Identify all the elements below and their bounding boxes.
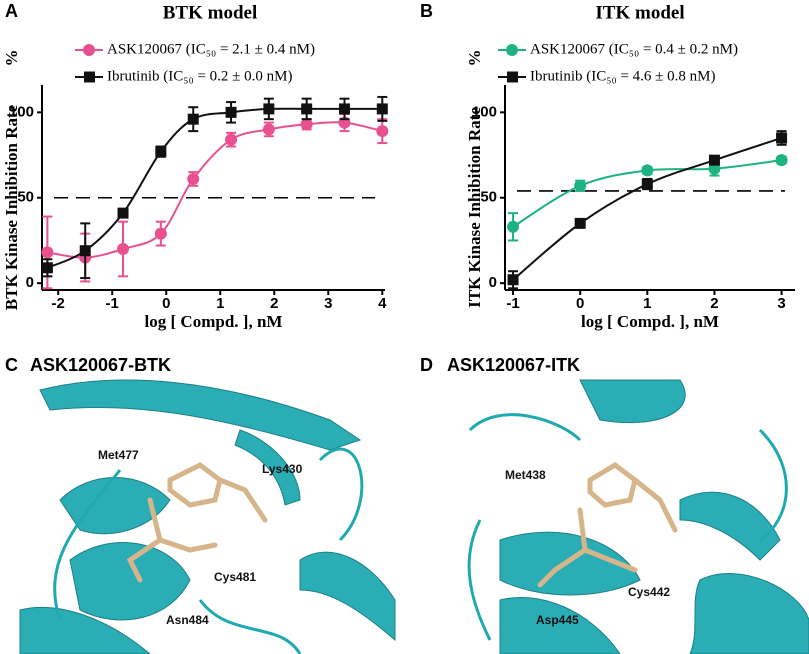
loops-c [53,447,364,654]
x-tick-label: -1 [506,295,519,312]
loops-d [467,413,788,641]
panel-label: D [420,355,433,375]
residue-label: Asp445 [536,613,579,627]
panel-label: A [5,1,18,21]
x-tick-label: 3 [324,295,332,312]
data-point [262,123,275,136]
residue-label: Met477 [98,448,139,462]
ligand-d [537,461,678,588]
data-point [225,133,238,146]
data-point [155,146,167,158]
series-line [512,137,782,281]
y-tick-label: 0 [489,274,497,291]
data-point [225,106,237,118]
ligand-c [126,462,268,583]
y-axis-unit: % [2,50,21,67]
data-point [263,103,275,115]
y-tick-label: 50 [17,189,34,206]
legend-marker [507,71,518,83]
y-axis-label: BTK Kinase Inhibition Rate [2,104,21,310]
x-tick-label: 0 [576,295,584,312]
residue-label: Cys442 [628,585,670,599]
x-tick-label: -1 [106,295,119,312]
y-tick-label: 50 [480,189,497,206]
legend-label: Ibrutinib (IC₅₀ = 0.2 ± 0.0 nM) [107,68,292,84]
x-tick-label: 1 [216,295,224,312]
residue-label: Lys430 [262,462,303,476]
x-tick-label: -2 [52,295,65,312]
panel-label: C [5,355,18,375]
data-point [79,245,91,257]
data-point [338,103,350,115]
y-tick-label: 0 [26,274,34,291]
series-line [47,121,383,259]
panel-title: ASK120067-BTK [30,355,171,375]
residue-label: Asn484 [166,613,209,627]
data-point [507,274,519,286]
data-point [507,220,520,233]
residue-label: Met438 [505,468,546,482]
data-point [376,125,389,138]
y-axis-unit: % [465,50,484,67]
legend-label: ASK120067 (IC₅₀ = 2.1 ± 0.4 nM) [107,41,315,57]
y-axis-label: ITK Kinase Inhibition Rate [465,107,484,308]
legend-marker [83,44,95,56]
legend-label: Ibrutinib (IC₅₀ = 4.6 ± 0.8 nM) [530,68,715,84]
legend-label: ASK120067 (IC₅₀ = 0.4 ± 0.2 nM) [530,41,738,57]
x-tick-label: 4 [378,295,387,312]
legend-marker [84,71,95,83]
data-point [574,179,587,192]
ribbons-d [499,379,809,654]
y-tick-label: 100 [472,103,497,120]
data-point [574,217,586,229]
data-point [187,172,200,185]
legend-marker [506,44,518,56]
data-point [41,246,54,259]
x-axis-label: log [ Compd. ], nM [581,312,719,331]
panel-label: B [420,1,433,21]
x-tick-label: 2 [270,295,278,312]
data-point [641,164,654,177]
series-line [46,107,383,269]
data-point [776,132,788,144]
data-point [376,103,388,115]
x-tick-label: 1 [643,295,651,312]
structure-art [19,378,809,654]
data-point [117,207,129,219]
data-point [708,154,720,166]
x-tick-label: 2 [710,295,718,312]
y-tick-label: 100 [9,103,34,120]
data-point [708,162,721,175]
data-point [41,262,53,274]
data-point [641,178,653,190]
x-tick-label: 3 [777,295,785,312]
x-tick-label: 0 [162,295,170,312]
data-point [300,118,313,131]
data-point [187,113,199,125]
data-point [154,227,167,240]
x-axis-label: log [ Compd. ], nM [145,312,283,331]
ribbons-c [19,379,396,654]
panel-title: ASK120067-ITK [447,355,580,375]
data-point [775,154,788,167]
chart-title: BTK model [163,2,257,23]
residue-label: Cys481 [214,570,256,584]
chart-title: ITK model [595,2,684,23]
data-point [117,243,130,255]
data-point [301,103,313,115]
